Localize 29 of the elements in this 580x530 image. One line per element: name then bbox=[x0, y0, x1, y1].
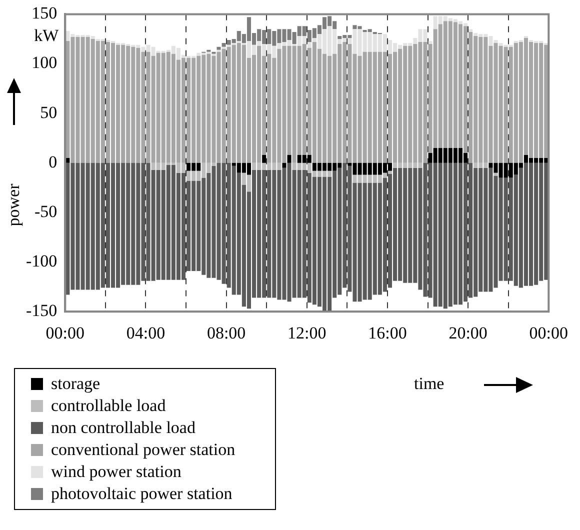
y-tick-label: -100 bbox=[26, 252, 58, 270]
y-tick-label: 100 bbox=[32, 53, 58, 72]
bar bbox=[262, 154, 266, 163]
x-tick-label: 00:00 bbox=[529, 323, 568, 342]
y-tick-label: -150 bbox=[26, 301, 58, 320]
legend-label: conventional power station bbox=[51, 440, 236, 460]
y-axis-title: power bbox=[4, 184, 24, 226]
legend-label: storage bbox=[51, 374, 100, 394]
y-tick-label: 0 bbox=[48, 152, 58, 172]
x-axis-title: time bbox=[414, 374, 444, 394]
x-tick-label: 08:00 bbox=[206, 323, 246, 342]
y-tick-label: 150 bbox=[32, 4, 58, 23]
y-tick-label: 50 bbox=[40, 102, 58, 122]
legend-label: non controllable load bbox=[51, 418, 196, 438]
x-tick-label: 12:00 bbox=[288, 323, 326, 342]
x-tick-label: 04:00 bbox=[126, 323, 166, 342]
bar bbox=[216, 46, 221, 50]
x-tick-label: 16:00 bbox=[368, 323, 407, 342]
bar bbox=[468, 29, 473, 32]
bar bbox=[287, 154, 292, 163]
x-tick-label: 20:00 bbox=[448, 323, 488, 342]
bar bbox=[494, 172, 498, 176]
text: kW bbox=[34, 26, 59, 46]
y-tick-label: -50 bbox=[34, 202, 58, 221]
legend-label: wind power station bbox=[51, 462, 182, 482]
legend-label: controllable load bbox=[51, 396, 166, 416]
legend-label: photovoltaic power station bbox=[51, 484, 232, 504]
bar bbox=[282, 162, 286, 168]
x-tick-label: 00:00 bbox=[46, 323, 85, 342]
